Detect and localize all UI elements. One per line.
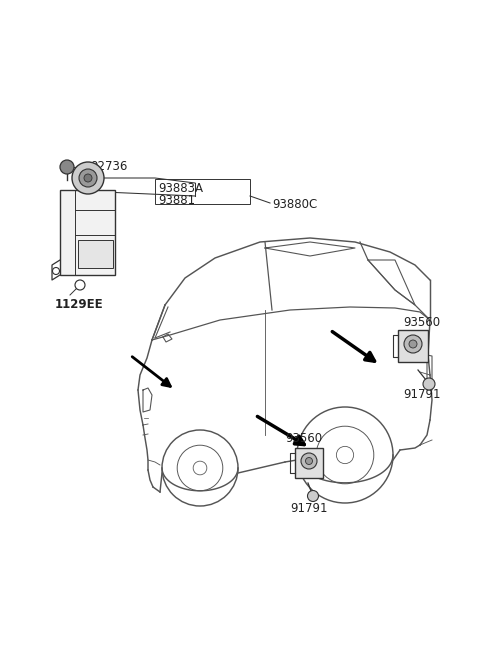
Text: 91791: 91791: [403, 388, 441, 402]
Circle shape: [308, 491, 319, 502]
Text: 93881: 93881: [158, 193, 195, 206]
FancyBboxPatch shape: [60, 190, 115, 275]
Text: 93560: 93560: [403, 316, 440, 329]
Circle shape: [79, 169, 97, 187]
Circle shape: [84, 174, 92, 182]
Text: 92736: 92736: [90, 160, 127, 174]
Text: 93880C: 93880C: [272, 198, 317, 210]
Circle shape: [423, 378, 435, 390]
Circle shape: [305, 457, 312, 464]
Circle shape: [409, 340, 417, 348]
Text: 93560: 93560: [285, 432, 322, 445]
FancyBboxPatch shape: [295, 448, 323, 478]
Circle shape: [404, 335, 422, 353]
Circle shape: [60, 160, 74, 174]
Circle shape: [301, 453, 317, 469]
Text: 93883A: 93883A: [158, 181, 203, 195]
FancyBboxPatch shape: [398, 330, 428, 362]
Text: 91791: 91791: [290, 502, 327, 514]
FancyBboxPatch shape: [78, 240, 113, 268]
Circle shape: [72, 162, 104, 194]
Text: 1129EE: 1129EE: [55, 299, 104, 312]
